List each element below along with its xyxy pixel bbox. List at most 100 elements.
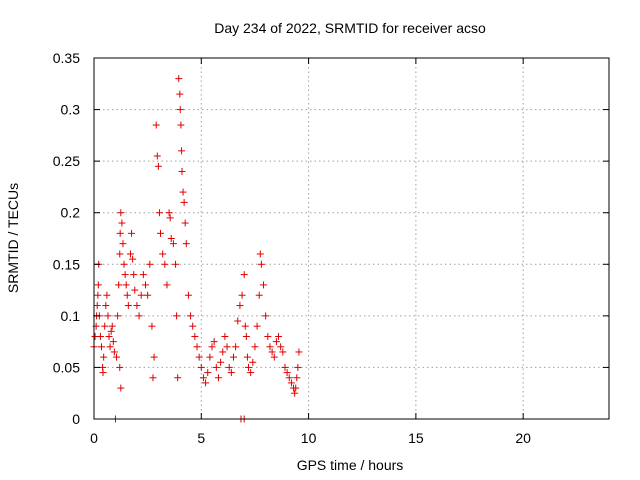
data-point <box>93 302 101 310</box>
data-point <box>169 240 177 248</box>
data-point <box>193 343 201 351</box>
data-point <box>173 312 181 320</box>
data-point <box>117 209 125 217</box>
data-point <box>225 363 233 371</box>
data-point <box>152 121 160 129</box>
y-tick-label: 0.25 <box>53 153 80 169</box>
data-point <box>98 343 106 351</box>
data-point <box>232 343 240 351</box>
data-point <box>277 343 285 351</box>
data-point <box>157 229 165 237</box>
data-point <box>175 75 183 83</box>
data-point <box>245 363 252 371</box>
data-point <box>268 348 276 356</box>
data-point <box>256 250 264 258</box>
x-tick-label: 0 <box>90 430 98 446</box>
data-point <box>167 235 175 242</box>
data-point <box>217 358 225 366</box>
data-point <box>181 219 189 227</box>
data-point <box>105 332 113 340</box>
data-point <box>174 374 182 382</box>
data-point <box>120 260 128 268</box>
data-point <box>96 332 104 340</box>
data-point <box>150 353 158 361</box>
data-point <box>163 281 171 289</box>
data-point <box>176 106 184 114</box>
data-point <box>189 322 197 330</box>
data-point <box>262 312 270 320</box>
data-point <box>257 260 265 268</box>
y-tick-label: 0.35 <box>53 50 80 66</box>
data-point <box>210 338 218 346</box>
data-point <box>115 281 123 289</box>
data-point <box>123 291 131 299</box>
x-tick-label: 10 <box>301 430 317 446</box>
data-point <box>110 348 118 356</box>
data-point <box>236 302 244 310</box>
data-point <box>146 260 154 268</box>
y-tick-label: 0.1 <box>61 308 81 324</box>
data-point <box>247 369 255 377</box>
data-point <box>272 338 280 346</box>
data-point <box>122 281 130 289</box>
data-point <box>126 250 134 258</box>
data-point <box>184 291 192 299</box>
data-point <box>292 384 300 392</box>
data-point <box>287 379 295 387</box>
x-axis-label: GPS time / hours <box>297 457 404 473</box>
data-point <box>119 240 127 248</box>
data-point <box>227 369 235 377</box>
data-point <box>223 343 231 351</box>
data-point <box>137 291 145 299</box>
data-point <box>124 302 132 310</box>
data-point <box>178 147 186 155</box>
data-point <box>240 271 248 279</box>
data-point <box>118 219 126 227</box>
data-point <box>283 369 291 377</box>
data-point <box>153 152 161 160</box>
data-point <box>270 353 278 361</box>
data-point <box>130 271 138 279</box>
data-point <box>166 214 174 222</box>
data-point <box>159 250 167 258</box>
data-point <box>176 90 184 98</box>
data-point <box>100 353 108 361</box>
data-point <box>243 353 251 361</box>
data-point <box>116 363 124 371</box>
data-point <box>234 317 242 325</box>
data-point <box>94 291 102 299</box>
data-point <box>229 353 237 361</box>
data-points <box>90 75 303 423</box>
data-point <box>155 209 163 217</box>
data-point <box>279 348 287 356</box>
y-tick-label: 0.2 <box>61 205 81 221</box>
data-point <box>129 255 137 263</box>
data-point <box>221 332 229 340</box>
data-point <box>241 322 249 330</box>
data-point <box>208 343 216 351</box>
data-point <box>131 286 139 294</box>
data-point <box>142 281 149 289</box>
data-point <box>121 271 129 279</box>
data-point <box>249 358 257 366</box>
y-tick-label: 0 <box>72 411 80 427</box>
data-point <box>177 121 185 129</box>
data-point <box>202 379 210 387</box>
data-point <box>238 291 246 299</box>
data-point <box>214 374 222 382</box>
data-point <box>106 343 114 351</box>
data-point <box>172 260 180 268</box>
data-point <box>165 209 173 217</box>
data-point <box>109 338 117 346</box>
data-point <box>197 363 205 371</box>
data-point <box>179 188 187 196</box>
x-tick-label: 15 <box>408 430 424 446</box>
data-point <box>293 374 301 382</box>
data-point <box>149 374 157 382</box>
data-point <box>107 327 115 335</box>
data-point <box>178 167 186 175</box>
data-point <box>101 322 109 330</box>
x-tick-label: 5 <box>197 430 205 446</box>
data-point <box>206 353 214 361</box>
data-point <box>104 312 112 320</box>
